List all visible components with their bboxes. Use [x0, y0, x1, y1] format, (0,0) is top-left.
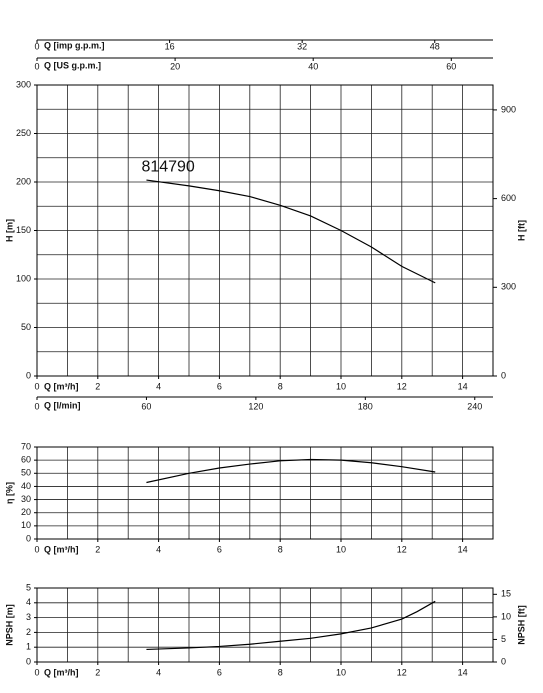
y-tick-label: 4	[26, 597, 31, 607]
extra-x-tick-label: 0	[34, 61, 39, 71]
y2-tick-label: 600	[501, 193, 516, 203]
x-tick-label: 6	[217, 544, 222, 554]
x-axis-title: Q [m³/h]	[44, 544, 79, 554]
extra-axis-title: Q [US g.p.m.]	[44, 60, 101, 70]
x-tick-label: 8	[278, 544, 283, 554]
x-tick-label: 12	[397, 381, 407, 391]
y-tick-label: 0	[26, 533, 31, 543]
curve	[146, 179, 436, 284]
x-tick-label: 2	[95, 667, 100, 677]
x-tick-label: 8	[278, 381, 283, 391]
x-tick-label: 4	[156, 667, 161, 677]
extra-x-tick-label: 120	[248, 401, 263, 411]
curve	[146, 458, 436, 484]
x-tick-label: 6	[217, 381, 222, 391]
extra-x-tick-label: 0	[34, 41, 39, 51]
x-tick-label: 0	[34, 381, 39, 391]
y-axis-title: η [%]	[4, 482, 14, 504]
extra-axis-title: Q [imp g.p.m.]	[44, 40, 105, 50]
y2-tick-label: 900	[501, 104, 516, 114]
y2-tick-label: 0	[501, 370, 506, 380]
extra-axis-title: Q [l/min]	[44, 400, 81, 410]
x-tick-label: 0	[34, 544, 39, 554]
y-tick-label: 60	[21, 455, 31, 465]
y-tick-label: 1	[26, 642, 31, 652]
plot-frame	[36, 587, 494, 663]
x-tick-label: 4	[156, 544, 161, 554]
y2-tick-label: 10	[501, 611, 511, 621]
y2-tick-label: 0	[501, 656, 506, 666]
y-tick-label: 250	[16, 128, 31, 138]
y-tick-label: 20	[21, 507, 31, 517]
y-tick-label: 0	[26, 656, 31, 666]
x-tick-label: 0	[34, 667, 39, 677]
extra-x-tick-label: 180	[358, 401, 373, 411]
x-tick-label: 2	[95, 381, 100, 391]
x-tick-label: 10	[336, 381, 346, 391]
y-tick-label: 0	[26, 370, 31, 380]
x-tick-label: 8	[278, 667, 283, 677]
y2-axis-title: NPSH [ft]	[516, 605, 526, 645]
x-tick-label: 12	[397, 544, 407, 554]
extra-x-tick-label: 20	[170, 61, 180, 71]
y2-tick-label: 15	[501, 589, 511, 599]
plot-frame	[36, 446, 494, 540]
extra-x-tick-label: 60	[446, 61, 456, 71]
extra-x-tick-label: 0	[34, 401, 39, 411]
x-tick-label: 10	[336, 544, 346, 554]
x-tick-label: 2	[95, 544, 100, 554]
extra-x-tick-label: 60	[141, 401, 151, 411]
extra-x-tick-label: 48	[430, 41, 440, 51]
x-tick-label: 6	[217, 667, 222, 677]
extra-x-tick-label: 16	[165, 41, 175, 51]
y-tick-label: 300	[16, 79, 31, 89]
curve	[146, 600, 436, 651]
y-tick-label: 50	[21, 322, 31, 332]
y-tick-label: 10	[21, 520, 31, 530]
y-tick-label: 50	[21, 468, 31, 478]
x-tick-label: 12	[397, 667, 407, 677]
y2-axis-title: H [ft]	[516, 220, 526, 241]
x-tick-label: 14	[458, 667, 468, 677]
x-tick-label: 4	[156, 381, 161, 391]
x-tick-label: 14	[458, 544, 468, 554]
y2-tick-label: 300	[501, 282, 516, 292]
y-tick-label: 2	[26, 627, 31, 637]
y-tick-label: 5	[26, 582, 31, 592]
x-tick-label: 10	[336, 667, 346, 677]
y-tick-label: 3	[26, 612, 31, 622]
y-axis-title: H [m]	[4, 219, 14, 242]
y-tick-label: 150	[16, 225, 31, 235]
extra-x-tick-label: 40	[308, 61, 318, 71]
y-tick-label: 200	[16, 176, 31, 186]
curve-label: 814790	[141, 158, 194, 175]
y-tick-label: 70	[21, 441, 31, 451]
y-axis-title: NPSH [m]	[4, 604, 14, 646]
x-tick-label: 14	[458, 381, 468, 391]
extra-x-tick-label: 32	[297, 41, 307, 51]
x-axis-title: Q [m³/h]	[44, 667, 79, 677]
y2-tick-label: 5	[501, 634, 506, 644]
y-tick-label: 100	[16, 273, 31, 283]
extra-x-tick-label: 240	[467, 401, 482, 411]
y-tick-label: 40	[21, 481, 31, 491]
y-tick-label: 30	[21, 494, 31, 504]
x-axis-title: Q [m³/h]	[44, 381, 79, 391]
